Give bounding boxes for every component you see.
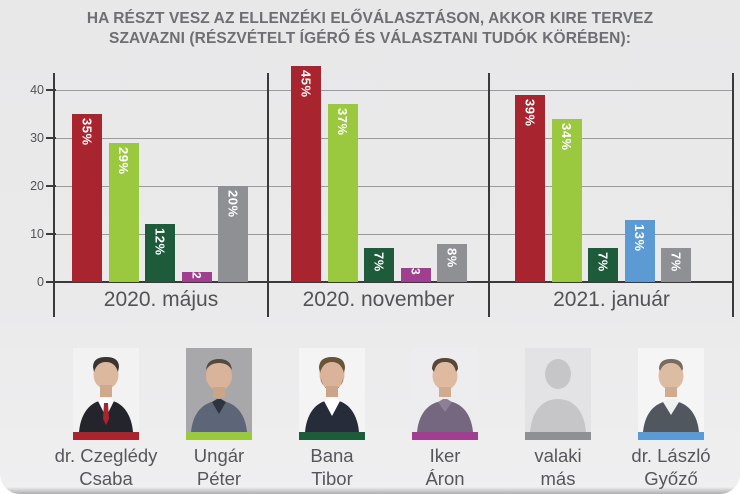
bar-value-label: 39% — [522, 98, 538, 127]
bar: 12% — [145, 224, 175, 282]
person-photo — [638, 348, 704, 432]
panel-divider — [732, 73, 734, 317]
y-tick-mark — [46, 137, 56, 139]
person-name: Ungár Péter — [193, 445, 245, 489]
bar-value-label: 2 — [189, 272, 204, 280]
panel-divider — [488, 73, 490, 317]
bar: 39% — [515, 94, 545, 282]
person-color-strip — [638, 432, 704, 440]
bar-value-label: 34% — [559, 122, 574, 151]
gridline — [54, 233, 733, 235]
chart-title-line-2: SZAVAZNI (RÉSZVÉTELT ÍGÉRŐ ÉS VÁLASZTANI… — [109, 30, 631, 47]
y-tick-label: 0 — [37, 275, 44, 289]
person-name: valaki más — [534, 445, 582, 489]
x-axis-line — [46, 281, 733, 283]
anonymous-silhouette-icon — [525, 348, 591, 432]
y-tick-mark — [46, 89, 56, 91]
person-color-strip — [299, 432, 365, 440]
category-label: 2020. május — [103, 288, 219, 311]
person-card-valaki-mas: valaki más — [502, 348, 614, 490]
bar: 3 — [400, 267, 431, 282]
person-color-strip — [73, 432, 139, 440]
bar: 20% — [218, 186, 248, 282]
bar-value-label: 8% — [444, 247, 460, 268]
person-photo — [299, 348, 365, 432]
person-color-strip — [186, 432, 252, 440]
bar-chart: 0 10 20 30 40 35% 29% 12% 2 20% 2020. május 45% 37% 7… — [0, 56, 740, 318]
bar-value-label: 29% — [116, 146, 131, 175]
bar-value-label: 45% — [298, 70, 314, 98]
person-name: dr. Czeglédy Csaba — [54, 445, 158, 489]
person-card-czegledy: dr. Czeglédy Csaba — [50, 348, 162, 490]
bar: 7% — [364, 248, 394, 282]
gridline — [54, 185, 733, 187]
bar: 45% — [291, 66, 321, 282]
bar: 7% — [661, 248, 691, 282]
bar-value-label: 7% — [595, 252, 611, 273]
bar-value-label: 35% — [79, 118, 95, 146]
bar-value-label: 37% — [335, 108, 350, 136]
bar: 2 — [181, 272, 212, 282]
person-color-strip — [525, 432, 591, 440]
bar: 35% — [72, 114, 102, 282]
bar: 37% — [327, 104, 358, 282]
person-card-iker: Iker Áron — [389, 348, 501, 490]
y-tick-label: 30 — [30, 131, 44, 145]
bar: 13% — [624, 219, 655, 282]
category-label: 2020. november — [302, 288, 455, 311]
person-color-strip — [412, 432, 478, 440]
bar-value-label: 20% — [225, 190, 241, 218]
bar-value-label: 7% — [668, 252, 684, 273]
person-card-bana: Bana Tibor — [276, 348, 388, 490]
y-tick-label: 20 — [30, 179, 44, 193]
bar-value-label: 12% — [152, 228, 168, 256]
panel-divider — [267, 73, 269, 317]
gridline — [54, 137, 733, 139]
category-label: 2021. január — [553, 288, 670, 311]
bar: 34% — [551, 118, 582, 282]
bar: 29% — [108, 142, 139, 282]
bar-value-label: 7% — [371, 252, 387, 273]
person-name: Iker Áron — [425, 445, 465, 489]
person-card-laszlo: dr. László Győző — [615, 348, 727, 490]
bar: 8% — [437, 243, 467, 282]
person-name: Bana Tibor — [310, 445, 354, 489]
bar-value-label: 13% — [632, 223, 647, 252]
bar: 7% — [588, 248, 618, 282]
person-card-ungar: Ungár Péter — [163, 348, 275, 490]
gridline — [54, 89, 733, 91]
person-photo — [412, 348, 478, 432]
y-tick-mark — [46, 185, 56, 187]
y-tick-mark — [46, 233, 56, 235]
y-axis-line — [53, 73, 55, 317]
person-photo — [186, 348, 252, 432]
person-photo — [73, 348, 139, 432]
person-name: dr. László Győző — [631, 445, 711, 489]
y-tick-label: 40 — [30, 83, 44, 97]
y-tick-label: 10 — [30, 227, 44, 241]
bar-value-label: 3 — [408, 267, 423, 275]
chart-title: HA RÉSZT VESZ AZ ELLENZÉKI ELŐVÁLASZTÁSO… — [0, 9, 740, 49]
candidate-legend-row: dr. Czeglédy Csaba Ungár Péter — [0, 348, 740, 490]
chart-title-line-1: HA RÉSZT VESZ AZ ELLENZÉKI ELŐVÁLASZTÁSO… — [86, 10, 654, 27]
